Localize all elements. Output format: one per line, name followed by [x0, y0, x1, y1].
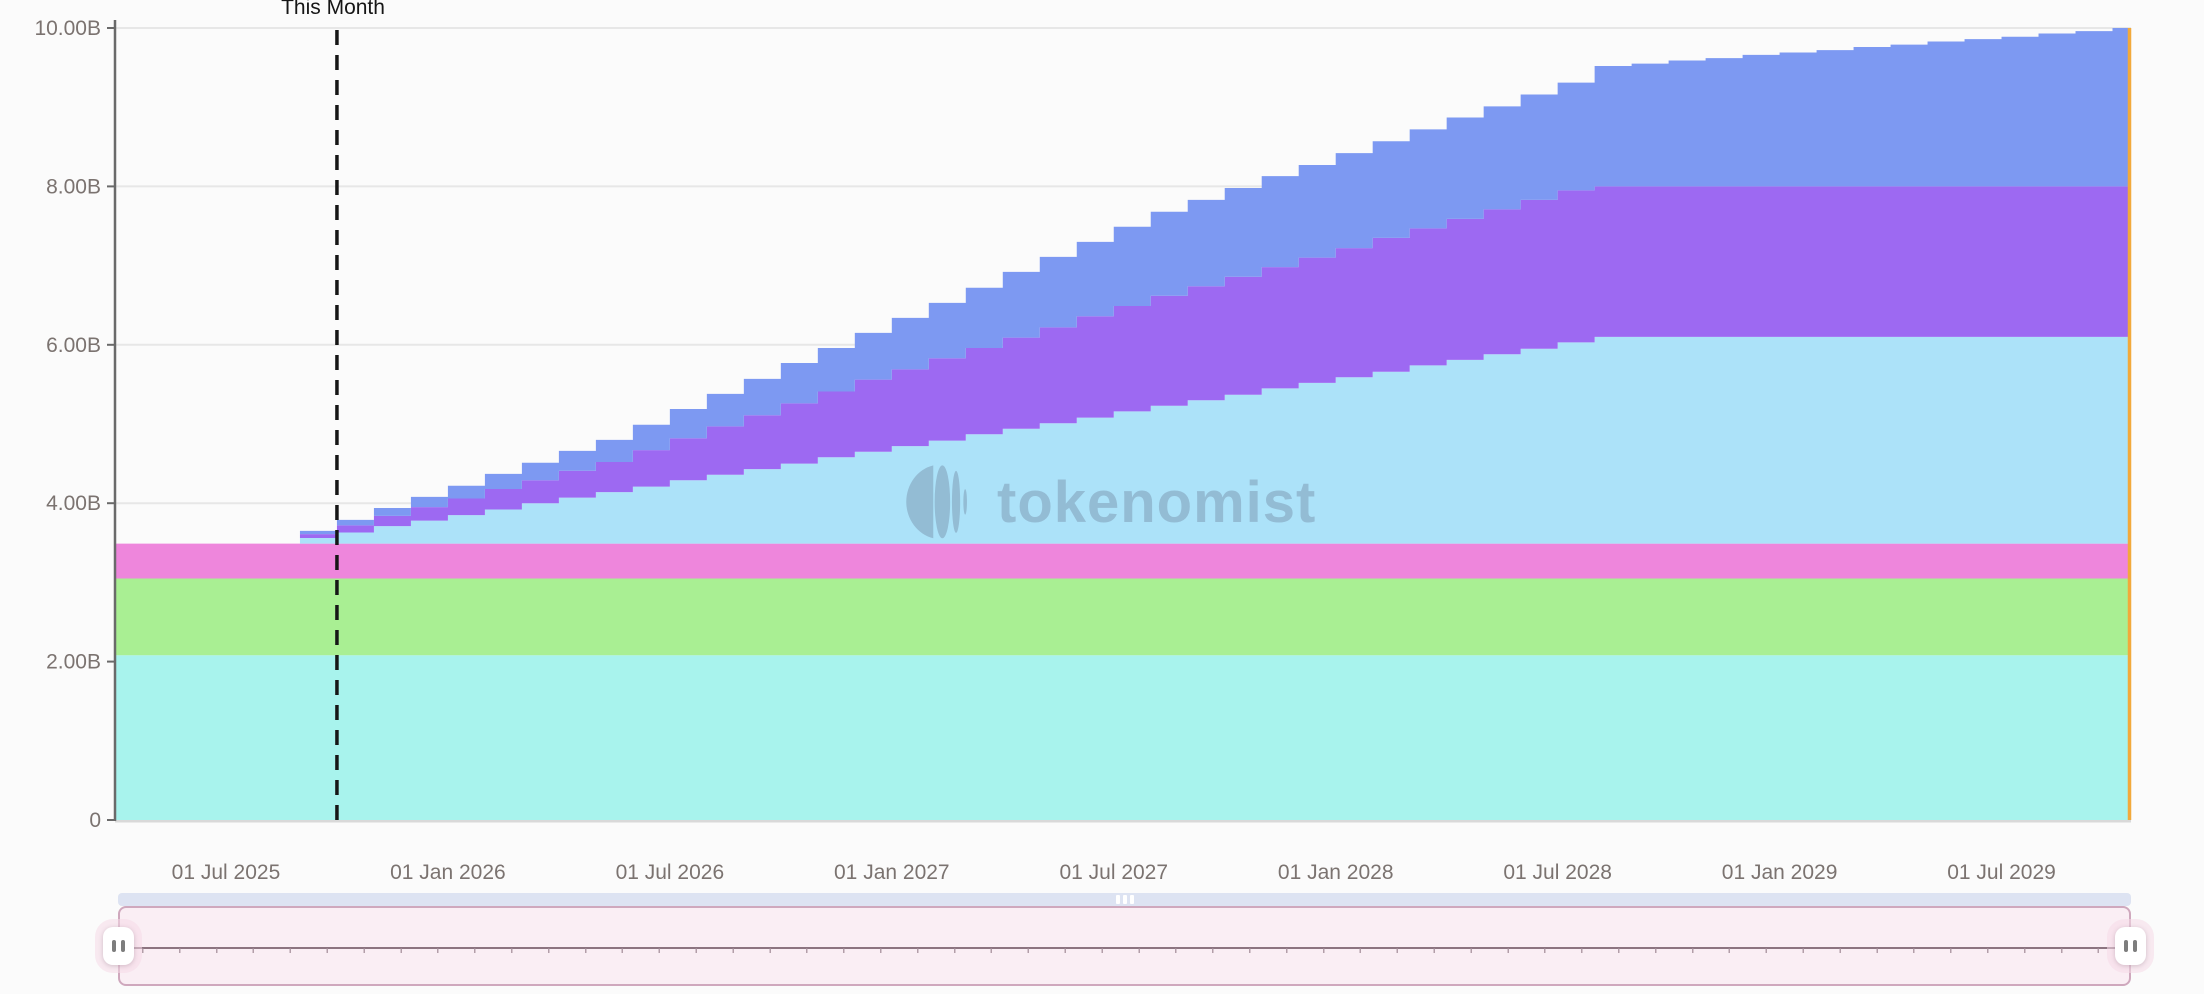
band-periwinkle — [115, 28, 2131, 544]
band-sky-blue — [115, 336, 2131, 544]
x-tick-label: 01 Jan 2027 — [834, 861, 950, 884]
y-tick-label: 8.00B — [46, 175, 101, 198]
x-tick-label: 01 Jan 2026 — [390, 861, 506, 884]
chart-scrollbar[interactable] — [118, 893, 2131, 906]
brush-handle-left[interactable] — [103, 927, 134, 965]
x-tick-label: 01 Jan 2028 — [1278, 861, 1394, 884]
y-tick-label: 10.00B — [34, 17, 101, 40]
y-tick-label: 0 — [89, 809, 101, 832]
x-tick-label: 01 Jul 2027 — [1059, 861, 1168, 884]
brush-handle-right[interactable] — [2115, 927, 2146, 965]
scrollbar-grip-icon[interactable] — [1115, 895, 1134, 904]
y-tick-label: 4.00B — [46, 492, 101, 515]
timeline-brush[interactable] — [118, 906, 2131, 986]
x-tick-label: 01 Jan 2029 — [1722, 861, 1838, 884]
x-tick-label: 01 Jul 2026 — [616, 861, 725, 884]
brush-axis-line — [134, 947, 2115, 953]
y-tick-label: 6.00B — [46, 334, 101, 357]
band-pink — [115, 543, 2131, 579]
this-month-label: This Month — [281, 0, 385, 19]
x-tick-label: 01 Jul 2025 — [172, 861, 281, 884]
x-tick-label: 01 Jul 2029 — [1947, 861, 2056, 884]
x-tick-label: 01 Jul 2028 — [1503, 861, 1612, 884]
y-tick-label: 2.00B — [46, 651, 101, 674]
band-green — [115, 578, 2131, 656]
band-purple — [115, 186, 2131, 544]
band-teal — [115, 655, 2131, 820]
